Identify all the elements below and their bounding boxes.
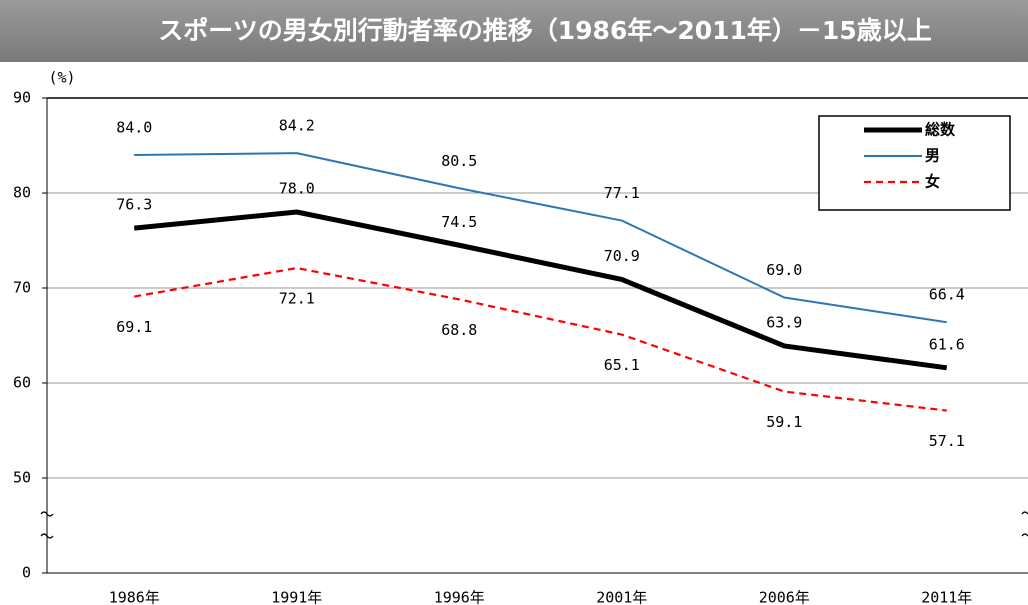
y-tick-label: 50 — [13, 469, 31, 487]
data-label: 74.5 — [441, 213, 477, 231]
x-tick-label: 1991年 — [271, 589, 322, 605]
y-tick-label: 90 — [13, 89, 31, 107]
x-tick-label: 2011年 — [921, 589, 972, 605]
title-banner — [0, 0, 1028, 62]
axis-break — [40, 511, 1028, 539]
chart-title: スポーツの男女別行動者率の推移（1986年～2011年）－15歳以上 — [158, 16, 931, 45]
y-tick-label: 70 — [13, 279, 31, 297]
data-label: 63.9 — [766, 313, 802, 331]
x-tick-label: 2001年 — [596, 589, 647, 605]
data-label: 57.1 — [929, 432, 965, 450]
data-label: 72.1 — [279, 290, 315, 308]
data-label: 70.9 — [604, 247, 640, 265]
data-label: 76.3 — [116, 196, 152, 214]
data-label: 61.6 — [929, 335, 965, 353]
data-label: 77.1 — [604, 184, 640, 202]
series-line — [134, 152, 947, 324]
legend-label: 男 — [925, 147, 940, 165]
series-line — [134, 266, 947, 412]
y-tick-label: 80 — [13, 184, 31, 202]
data-label: 65.1 — [604, 356, 640, 374]
data-label: 80.5 — [441, 152, 477, 170]
data-label: 69.0 — [766, 261, 802, 279]
x-tick-label: 2006年 — [759, 589, 810, 605]
data-label: 66.4 — [929, 286, 965, 304]
data-label: 59.1 — [766, 413, 802, 431]
x-tick-label: 1986年 — [109, 589, 160, 605]
data-label: 68.8 — [441, 321, 477, 339]
data-label: 84.2 — [279, 117, 315, 135]
data-label: 69.1 — [116, 318, 152, 336]
data-label: 84.0 — [116, 119, 152, 137]
x-tick-label: 1996年 — [434, 589, 485, 605]
legend-label: 女 — [925, 173, 940, 191]
y-tick-label: 60 — [13, 374, 31, 392]
data-label: 78.0 — [279, 180, 315, 198]
series-line — [134, 209, 948, 371]
y-axis-label: (%) — [48, 69, 75, 87]
legend-label: 総数 — [925, 121, 956, 139]
y-tick-label: 0 — [22, 564, 31, 582]
